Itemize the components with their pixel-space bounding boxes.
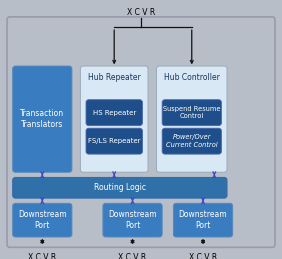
Text: Hub Repeater: Hub Repeater	[88, 73, 141, 82]
FancyBboxPatch shape	[80, 66, 148, 172]
Text: X C V R: X C V R	[189, 253, 217, 259]
FancyBboxPatch shape	[13, 177, 227, 198]
FancyBboxPatch shape	[13, 66, 72, 172]
Text: Suspend Resume
Control: Suspend Resume Control	[163, 106, 221, 119]
FancyBboxPatch shape	[13, 203, 72, 237]
FancyBboxPatch shape	[103, 203, 162, 237]
Text: FS/LS Repeater: FS/LS Repeater	[88, 138, 140, 144]
Text: X C V R: X C V R	[118, 253, 147, 259]
Text: X C V R: X C V R	[127, 8, 155, 17]
Text: Downstream
Port: Downstream Port	[108, 210, 157, 230]
FancyBboxPatch shape	[86, 100, 142, 126]
Text: Hub Controller: Hub Controller	[164, 73, 220, 82]
Text: HS Repeater: HS Repeater	[92, 110, 136, 116]
FancyBboxPatch shape	[7, 17, 275, 247]
Text: Downstream
Port: Downstream Port	[18, 210, 67, 230]
Text: Routing Logic: Routing Logic	[94, 183, 146, 192]
FancyBboxPatch shape	[173, 203, 233, 237]
Text: Downstream
Port: Downstream Port	[179, 210, 227, 230]
FancyBboxPatch shape	[162, 128, 221, 154]
Text: X C V R: X C V R	[28, 253, 56, 259]
FancyBboxPatch shape	[162, 100, 221, 126]
Text: Power/Over
Current Control: Power/Over Current Control	[166, 134, 218, 148]
FancyBboxPatch shape	[86, 128, 142, 154]
Text: Transaction
Translators: Transaction Translators	[20, 109, 64, 129]
FancyBboxPatch shape	[157, 66, 227, 172]
